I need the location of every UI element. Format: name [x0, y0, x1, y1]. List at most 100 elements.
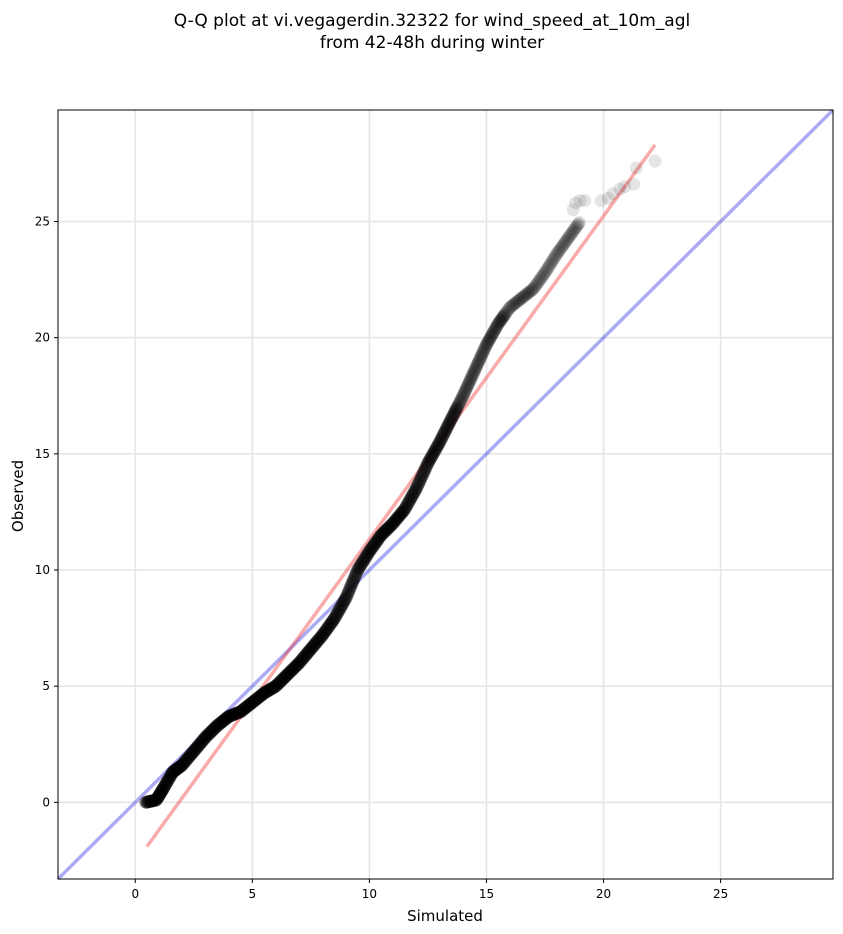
qq-point: [187, 744, 201, 758]
qq-point: [391, 511, 405, 525]
qq-point: [387, 516, 401, 530]
qq-point: [236, 703, 250, 717]
qq-point: [546, 252, 560, 266]
qq-point: [275, 673, 289, 687]
qq-point: [325, 615, 339, 629]
qq-point: [539, 264, 553, 278]
qq-point: [298, 649, 312, 663]
qq-point: [291, 657, 305, 671]
qq-point: [445, 410, 459, 424]
qq-point: [232, 705, 246, 719]
qq-point: [171, 761, 185, 775]
qq-point: [490, 320, 504, 334]
qq-point: [221, 710, 235, 724]
qq-point: [564, 227, 578, 241]
qq-point: [265, 681, 279, 695]
qq-point: [371, 533, 385, 547]
qq-point: [510, 295, 524, 309]
qq-point: [464, 372, 478, 386]
qq-point: [267, 680, 281, 694]
qq-point: [472, 354, 486, 368]
qq-point: [417, 465, 431, 479]
qq-point: [425, 449, 439, 463]
qq-point: [142, 795, 156, 809]
qq-point: [218, 713, 232, 727]
qq-point: [494, 313, 508, 327]
qq-point: [192, 738, 206, 752]
qq-point: [193, 736, 207, 750]
y-tick-label: 0: [42, 795, 50, 809]
qq-point: [479, 338, 493, 352]
qq-point: [204, 724, 218, 738]
qq-point: [483, 332, 497, 346]
qq-point: [273, 675, 287, 689]
qq-point: [183, 749, 197, 763]
qq-point: [271, 677, 285, 691]
qq-point-tail: [627, 177, 641, 191]
qq-point: [504, 300, 518, 314]
qq-point: [521, 286, 535, 300]
qq-point: [330, 607, 344, 621]
qq-point: [449, 402, 463, 416]
qq-point: [368, 536, 382, 550]
qq-point: [207, 722, 221, 736]
qq-point: [311, 633, 325, 647]
qq-point: [500, 305, 514, 319]
qq-point: [385, 517, 399, 531]
qq-point: [369, 535, 383, 549]
qq-point: [560, 233, 574, 247]
qq-point: [269, 679, 283, 693]
x-tick-label: 5: [249, 887, 257, 901]
qq-point: [439, 422, 453, 436]
qq-point: [183, 748, 197, 762]
qq-point: [572, 216, 586, 230]
qq-point: [514, 292, 528, 306]
qq-point: [430, 440, 444, 454]
qq-point: [263, 683, 277, 697]
qq-point: [214, 716, 228, 730]
qq-point: [488, 323, 502, 337]
qq-point: [437, 427, 451, 441]
qq-point: [398, 501, 412, 515]
qq-point: [184, 747, 198, 761]
qq-point: [563, 228, 577, 242]
qq-point: [200, 729, 214, 743]
qq-point: [470, 358, 484, 372]
qq-point: [469, 360, 483, 374]
qq-point: [525, 283, 539, 297]
qq-point: [205, 724, 219, 738]
qq-point: [303, 643, 317, 657]
qq-point: [146, 794, 160, 808]
qq-point: [185, 746, 199, 760]
qq-point: [265, 682, 279, 696]
qq-point: [451, 399, 465, 413]
qq-point: [362, 544, 376, 558]
qq-point: [450, 400, 464, 414]
qq-point: [249, 693, 263, 707]
qq-point: [175, 758, 189, 772]
qq-point: [502, 302, 516, 316]
qq-point: [140, 795, 154, 809]
qq-point: [357, 552, 371, 566]
qq-point: [484, 329, 498, 343]
qq-point: [300, 647, 314, 661]
qq-point: [532, 274, 546, 288]
qq-point: [328, 610, 342, 624]
qq-point: [459, 383, 473, 397]
qq-point: [366, 540, 380, 554]
qq-point: [258, 686, 272, 700]
qq-point: [352, 560, 366, 574]
qq-point: [541, 262, 555, 276]
qq-point: [244, 697, 258, 711]
qq-point: [162, 771, 176, 785]
qq-point: [401, 497, 415, 511]
qq-point: [331, 604, 345, 618]
qq-point: [482, 333, 496, 347]
qq-point: [353, 559, 367, 573]
qq-point: [256, 687, 270, 701]
qq-point: [361, 547, 375, 561]
qq-point: [357, 554, 371, 568]
qq-point: [314, 630, 328, 644]
qq-point: [168, 763, 182, 777]
qq-point: [362, 546, 376, 560]
